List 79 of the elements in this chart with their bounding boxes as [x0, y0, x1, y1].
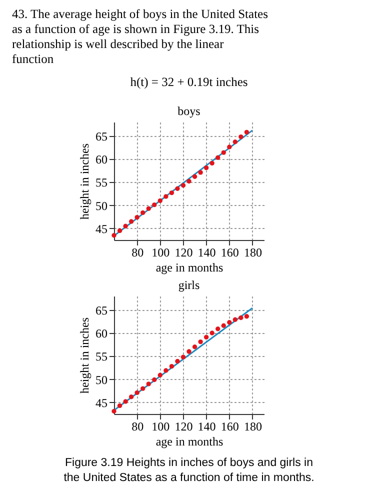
point — [204, 334, 209, 340]
chart-title: boys — [178, 104, 201, 118]
y-tick-label: 50 — [96, 198, 108, 213]
point — [192, 344, 198, 350]
point — [210, 330, 214, 336]
point — [227, 144, 232, 150]
y-axis-title: height in inches — [78, 317, 92, 394]
x-tick-label: 80 — [132, 246, 144, 260]
point — [152, 377, 157, 382]
point — [146, 206, 151, 211]
point — [112, 233, 116, 238]
point — [192, 174, 198, 179]
y-axis-title: height in inches — [78, 143, 92, 220]
x-tick-label: 140 — [198, 246, 216, 260]
text: 43. The average height of boys in the United States as a function of age is shown in Figure 3.19. This relationship is well described by the linear function — [12, 7, 268, 66]
point — [180, 354, 186, 360]
point — [134, 214, 140, 220]
point — [244, 314, 250, 319]
y-tick-label: 55 — [96, 176, 108, 190]
point — [146, 382, 151, 386]
point — [198, 170, 203, 175]
point — [123, 399, 128, 404]
point — [221, 323, 226, 328]
point — [216, 326, 220, 332]
point — [128, 394, 134, 400]
point — [244, 130, 250, 135]
point — [164, 194, 168, 199]
x-axis-title: age in months — [156, 260, 224, 274]
y-tick-label: 65 — [96, 303, 108, 318]
point — [186, 178, 192, 184]
point — [198, 339, 203, 344]
point — [134, 390, 140, 396]
point — [164, 368, 168, 373]
x-axis-title: age in months — [156, 434, 224, 448]
y-tick-label: 50 — [96, 372, 108, 387]
point — [210, 160, 214, 166]
point — [117, 403, 122, 408]
point — [158, 372, 162, 378]
chart-title: girls — [178, 278, 200, 292]
point — [128, 219, 134, 224]
point — [175, 358, 180, 364]
x-tick-label: 120 — [174, 420, 193, 434]
y-tick-label: 65 — [96, 129, 108, 144]
point — [158, 198, 162, 204]
point — [238, 134, 244, 140]
x-tick-label: 140 — [198, 420, 216, 434]
point — [175, 186, 180, 191]
x-tick-label: 180 — [244, 246, 262, 260]
point — [140, 386, 146, 391]
y-tick-label: 60 — [96, 326, 108, 341]
x-tick-label: 160 — [220, 420, 239, 434]
x-tick-label: 100 — [152, 246, 170, 260]
x-tick-label: 100 — [152, 420, 170, 434]
x-tick-label: 80 — [132, 420, 144, 434]
y-tick-label: 55 — [96, 350, 108, 364]
point — [227, 320, 232, 325]
point — [186, 349, 192, 354]
point — [152, 202, 157, 208]
point — [140, 210, 146, 216]
point — [180, 183, 186, 188]
point — [169, 364, 174, 369]
caption: Figure 3.19 Heights in inches of boys and girls in the United States as a function of time in months. — [64, 457, 314, 484]
point — [232, 317, 238, 322]
text: h(t) = 32 + 0.19t inches — [130, 75, 248, 89]
point — [117, 228, 122, 234]
point — [169, 190, 174, 196]
point — [238, 315, 244, 320]
x-tick-label: 180 — [244, 420, 262, 434]
y-tick-label: 45 — [96, 396, 108, 410]
x-tick-label: 160 — [220, 246, 239, 260]
x-tick-label: 120 — [174, 246, 193, 260]
y-tick-label: 45 — [96, 222, 108, 236]
point — [204, 165, 209, 170]
point — [232, 140, 238, 144]
point — [112, 408, 116, 414]
y-tick-label: 60 — [96, 152, 108, 167]
point — [123, 224, 128, 228]
point — [221, 150, 226, 155]
point — [216, 155, 220, 160]
